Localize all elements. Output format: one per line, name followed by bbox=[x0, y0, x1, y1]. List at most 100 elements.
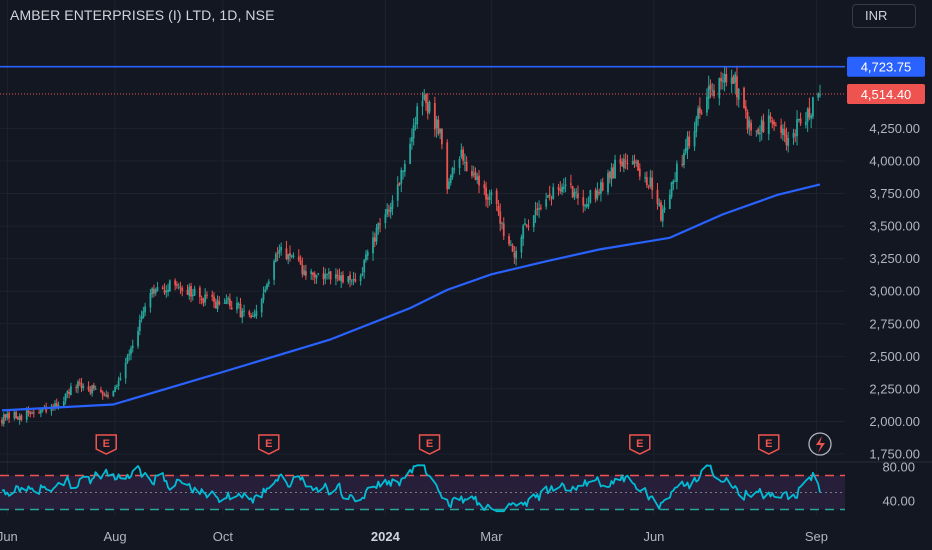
candle-body bbox=[340, 275, 343, 282]
candle-body bbox=[236, 302, 238, 310]
candle-body bbox=[792, 132, 795, 138]
candle-body bbox=[117, 380, 120, 387]
candle-body bbox=[501, 222, 503, 224]
candle-body bbox=[557, 187, 560, 190]
candle-body bbox=[144, 306, 147, 313]
candle-body bbox=[138, 320, 141, 332]
candle-body bbox=[463, 162, 466, 164]
earnings-marker-shape bbox=[258, 434, 280, 455]
candle-body bbox=[402, 170, 404, 172]
earnings-marker[interactable]: E bbox=[418, 434, 441, 455]
candle-body bbox=[115, 385, 118, 387]
candle-body bbox=[508, 236, 510, 245]
time-axis-label: Oct bbox=[213, 529, 234, 544]
candle-body bbox=[515, 250, 518, 259]
candle-body bbox=[303, 270, 306, 275]
candle-body bbox=[511, 245, 514, 252]
candle-body bbox=[697, 108, 699, 119]
candle-body bbox=[612, 167, 615, 178]
candle-body bbox=[661, 209, 664, 222]
time-axis-label: Jun bbox=[643, 529, 664, 544]
price-axis-label: 3,750.00 bbox=[869, 186, 920, 201]
candle-body bbox=[342, 274, 344, 283]
candle-body bbox=[548, 193, 551, 196]
candle-body bbox=[297, 256, 300, 261]
price-axis-label: 2,250.00 bbox=[869, 381, 920, 396]
candle-body bbox=[718, 78, 721, 99]
candle-body bbox=[645, 177, 648, 186]
candle-body bbox=[151, 288, 154, 295]
candle-body bbox=[114, 386, 116, 392]
candle-body bbox=[264, 289, 267, 293]
price-axis-label: 3,500.00 bbox=[869, 219, 920, 234]
candle-body bbox=[637, 160, 639, 171]
time-axis-label: Jun bbox=[0, 529, 18, 544]
candle-body bbox=[54, 403, 56, 408]
candle-body bbox=[372, 237, 374, 254]
candle-body bbox=[709, 84, 712, 90]
candle-body bbox=[495, 190, 498, 205]
candle-body bbox=[39, 409, 42, 414]
candle-body bbox=[539, 207, 542, 209]
candle-body bbox=[693, 131, 696, 147]
candle-body bbox=[260, 299, 263, 313]
candle-body bbox=[575, 191, 578, 193]
candle-body bbox=[547, 195, 549, 198]
currency-button[interactable]: INR bbox=[852, 4, 916, 28]
candle-body bbox=[760, 119, 763, 132]
candle-body bbox=[225, 299, 228, 304]
candle-body bbox=[315, 275, 318, 279]
candle-body bbox=[128, 354, 131, 356]
candle-body bbox=[610, 167, 613, 180]
candle-body bbox=[250, 315, 253, 318]
candle-body bbox=[449, 175, 452, 183]
resistance-price-label: 4,723.75 bbox=[861, 60, 912, 75]
candle-body bbox=[17, 417, 19, 420]
candle-body bbox=[154, 289, 157, 294]
candle-body bbox=[796, 119, 798, 137]
candle-body bbox=[656, 189, 659, 204]
candle-body bbox=[668, 194, 671, 209]
lightning-icon[interactable] bbox=[808, 432, 832, 456]
candle-body bbox=[140, 316, 143, 320]
last-price-label: 4,514.40 bbox=[861, 87, 912, 102]
candle-body bbox=[458, 158, 461, 168]
candle-body bbox=[349, 274, 351, 281]
candle-body bbox=[322, 273, 325, 280]
price-axis-label: 4,250.00 bbox=[869, 121, 920, 136]
earnings-marker-shape bbox=[95, 434, 117, 455]
rsi-line bbox=[1, 464, 821, 513]
candle-body bbox=[310, 271, 313, 275]
candle-body bbox=[660, 202, 662, 221]
candle-body bbox=[50, 406, 53, 412]
candle-body bbox=[522, 225, 525, 239]
candle-body bbox=[289, 253, 291, 256]
candle-body bbox=[66, 391, 69, 394]
candle-body bbox=[94, 388, 97, 390]
candle-body bbox=[100, 389, 102, 393]
candle-body bbox=[527, 226, 530, 228]
earnings-marker[interactable]: E bbox=[758, 434, 780, 455]
candle-body bbox=[101, 391, 104, 396]
candle-body bbox=[280, 246, 283, 251]
earnings-marker[interactable]: E bbox=[95, 434, 117, 455]
candle-body bbox=[453, 168, 456, 170]
candle-body bbox=[52, 405, 55, 407]
candle-body bbox=[759, 132, 761, 135]
candle-body bbox=[365, 254, 367, 261]
candle-body bbox=[200, 298, 203, 300]
candle-body bbox=[190, 286, 192, 297]
lightning-icon-bolt bbox=[816, 436, 825, 453]
candle-body bbox=[663, 207, 666, 211]
candle-body bbox=[743, 87, 745, 109]
candle-body bbox=[509, 244, 512, 246]
candle-body bbox=[675, 163, 678, 182]
earnings-marker[interactable]: E bbox=[629, 434, 651, 455]
candle-body bbox=[377, 223, 380, 229]
candle-body bbox=[354, 279, 357, 282]
candle-body bbox=[161, 287, 164, 290]
candle-body bbox=[400, 170, 403, 184]
earnings-marker[interactable]: E bbox=[258, 434, 280, 455]
candle-body bbox=[176, 284, 178, 286]
